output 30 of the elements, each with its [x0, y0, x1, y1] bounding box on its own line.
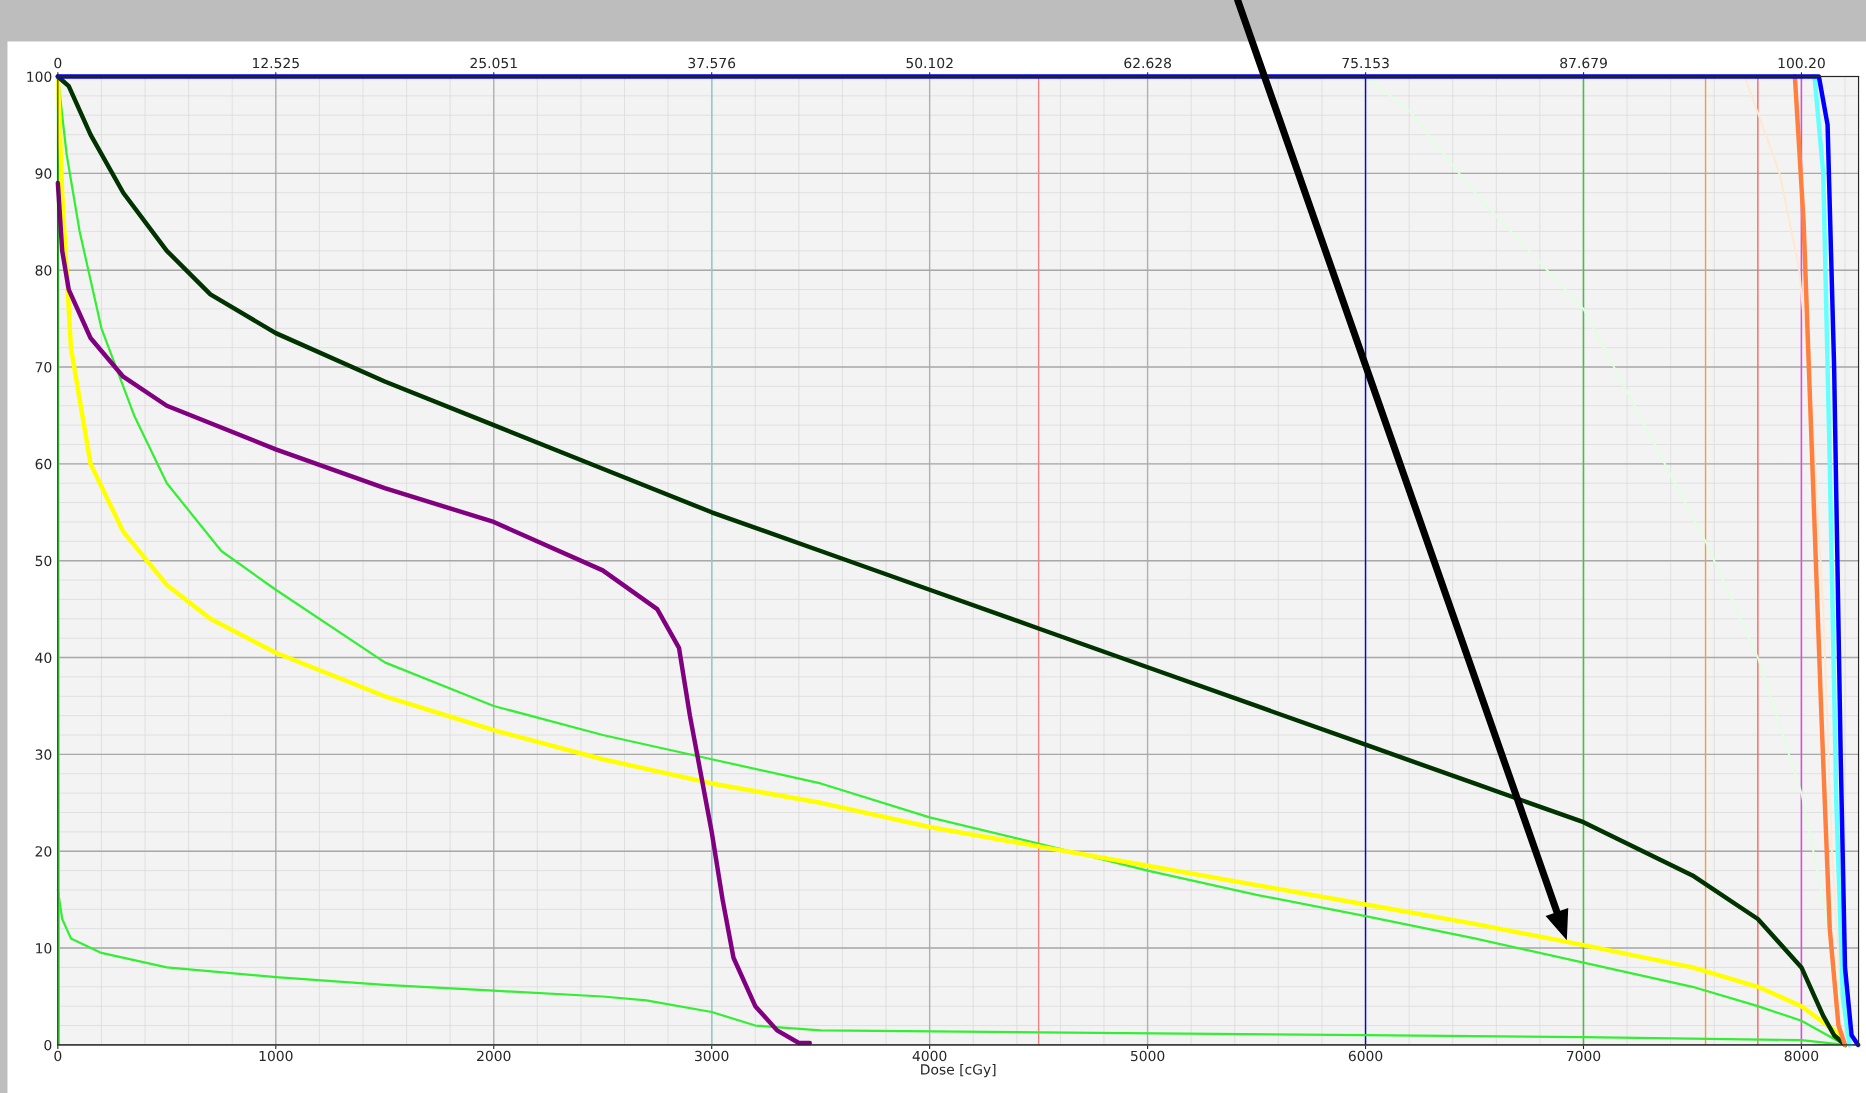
y-tick-label: 10 — [36, 943, 52, 954]
y-tick-label: 60 — [35, 458, 52, 470]
x2-tick-label: 50.102 — [906, 57, 953, 69]
x2-tick-label: 62.628 — [1124, 57, 1171, 69]
y-tick-label: 100 — [27, 71, 52, 82]
y-tick-label: 80 — [35, 265, 52, 276]
x-tick-label: 1000 — [259, 1050, 293, 1062]
x-tick-label: 8000 — [1784, 1050, 1819, 1062]
x-tick-label: 7000 — [1566, 1050, 1601, 1062]
y-tick-label: 90 — [35, 168, 52, 179]
x-tick-label: 3000 — [695, 1050, 729, 1062]
x-tick-label: 0 — [54, 1050, 62, 1062]
y-tick-label: 20 — [35, 846, 52, 857]
x2-tick-label: 25.051 — [470, 57, 517, 69]
x-tick-label: 6000 — [1348, 1050, 1383, 1062]
x2-tick-label: 12.525 — [253, 57, 299, 69]
x-axis-title: Dose [cGy] — [921, 1063, 996, 1078]
x2-tick-label: 100.20 — [1778, 57, 1825, 69]
y-tick-label: 50 — [35, 555, 52, 567]
y-tick-label: 40 — [35, 652, 52, 664]
y-tick-label: 0 — [44, 1039, 52, 1051]
x-tick-label: 4000 — [912, 1050, 947, 1062]
x-tick-label: 5000 — [1130, 1050, 1165, 1062]
x2-tick-label: 75.153 — [1342, 57, 1389, 69]
x2-tick-label: 37.576 — [688, 57, 736, 69]
x-tick-label: 2000 — [477, 1050, 511, 1062]
x2-tick-label: 0 — [54, 57, 62, 69]
x2-tick-label: 87.679 — [1560, 57, 1607, 69]
y-tick-label: 70 — [35, 362, 52, 373]
y-tick-label: 30 — [35, 749, 52, 760]
